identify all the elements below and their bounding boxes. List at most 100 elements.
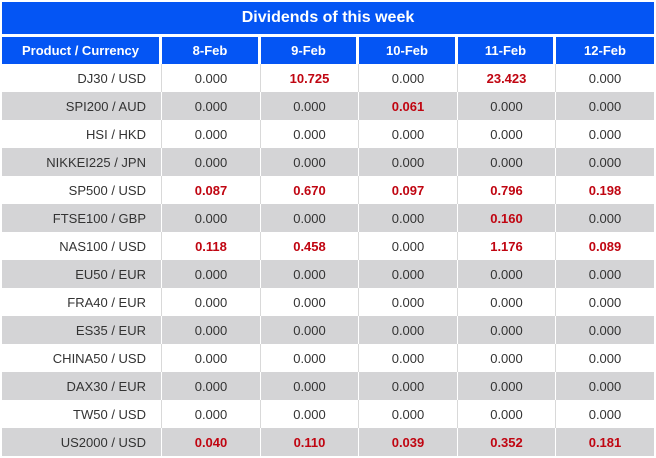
dividend-value: 0.458	[261, 232, 359, 260]
table-row: CHINA50 / USD 0.000 0.000 0.000 0.000 0.000	[2, 344, 654, 372]
table-body: DJ30 / USD 0.000 10.725 0.000 23.423 0.000 SPI…	[2, 64, 654, 456]
column-header-date: 9-Feb	[261, 37, 359, 64]
dividend-value: 0.670	[261, 176, 359, 204]
dividend-value: 0.110	[261, 428, 359, 456]
dividend-value: 0.000	[162, 344, 261, 372]
dividend-value: 0.000	[162, 288, 261, 316]
dividend-value: 0.000	[556, 344, 654, 372]
dividend-value: 0.000	[556, 92, 654, 120]
dividend-value: 0.000	[162, 372, 261, 400]
dividend-value: 0.000	[261, 148, 359, 176]
dividend-value: 0.000	[359, 260, 458, 288]
dividend-value: 0.000	[556, 64, 654, 92]
dividend-value: 0.198	[556, 176, 654, 204]
dividend-value: 0.000	[261, 316, 359, 344]
dividend-value: 0.000	[162, 92, 261, 120]
dividend-value: 0.000	[458, 288, 556, 316]
header-row: Product / Currency 8-Feb 9-Feb 10-Feb 11-Feb…	[2, 37, 654, 64]
dividend-value: 0.097	[359, 176, 458, 204]
product-label: US2000 / USD	[2, 428, 162, 456]
title-bar: Dividends of this week	[2, 2, 654, 34]
panel-title: Dividends of this week	[241, 9, 415, 26]
product-label: EU50 / EUR	[2, 260, 162, 288]
dividend-value: 0.000	[556, 372, 654, 400]
dividend-value: 0.000	[458, 148, 556, 176]
dividend-value: 0.000	[261, 204, 359, 232]
column-header-date: 12-Feb	[556, 37, 654, 64]
table-row: DAX30 / EUR 0.000 0.000 0.000 0.000 0.000	[2, 372, 654, 400]
dividend-value: 0.000	[556, 204, 654, 232]
dividend-value: 0.000	[556, 260, 654, 288]
table-row: US2000 / USD 0.040 0.110 0.039 0.352 0.181	[2, 428, 654, 456]
dividend-value: 0.000	[556, 120, 654, 148]
table-row: DJ30 / USD 0.000 10.725 0.000 23.423 0.000	[2, 64, 654, 92]
dividend-value: 0.039	[359, 428, 458, 456]
dividend-value: 0.000	[261, 372, 359, 400]
dividend-value: 0.000	[359, 148, 458, 176]
dividend-value: 0.000	[458, 120, 556, 148]
dividend-value: 0.000	[556, 400, 654, 428]
product-label: FRA40 / EUR	[2, 288, 162, 316]
dividend-value: 10.725	[261, 64, 359, 92]
dividend-value: 0.160	[458, 204, 556, 232]
dividend-value: 0.000	[359, 204, 458, 232]
product-label: CHINA50 / USD	[2, 344, 162, 372]
dividend-value: 0.000	[359, 316, 458, 344]
dividend-value: 0.000	[261, 120, 359, 148]
column-header-date: 11-Feb	[458, 37, 556, 64]
dividend-value: 0.000	[261, 400, 359, 428]
dividend-value: 0.000	[458, 92, 556, 120]
dividend-value: 1.176	[458, 232, 556, 260]
table-row: EU50 / EUR 0.000 0.000 0.000 0.000 0.000	[2, 260, 654, 288]
product-label: SP500 / USD	[2, 176, 162, 204]
dividend-value: 0.000	[458, 260, 556, 288]
dividend-value: 0.000	[359, 344, 458, 372]
dividend-value: 0.000	[261, 92, 359, 120]
dividend-value: 0.000	[556, 288, 654, 316]
dividend-value: 0.000	[162, 148, 261, 176]
dividend-value: 0.000	[162, 120, 261, 148]
product-label: FTSE100 / GBP	[2, 204, 162, 232]
dividend-value: 0.000	[556, 316, 654, 344]
dividend-value: 0.000	[162, 400, 261, 428]
dividend-value: 0.000	[359, 232, 458, 260]
dividend-value: 0.000	[458, 400, 556, 428]
product-label: SPI200 / AUD	[2, 92, 162, 120]
dividend-value: 0.796	[458, 176, 556, 204]
dividend-value: 0.352	[458, 428, 556, 456]
product-label: ES35 / EUR	[2, 316, 162, 344]
product-label: DJ30 / USD	[2, 64, 162, 92]
column-header-date: 10-Feb	[359, 37, 458, 64]
table-row: NIKKEI225 / JPN 0.000 0.000 0.000 0.000 0.000	[2, 148, 654, 176]
dividend-value: 0.000	[261, 260, 359, 288]
dividend-value: 23.423	[458, 64, 556, 92]
dividend-value: 0.040	[162, 428, 261, 456]
dividend-value: 0.000	[458, 372, 556, 400]
dividend-value: 0.118	[162, 232, 261, 260]
dividend-value: 0.000	[359, 372, 458, 400]
dividend-value: 0.000	[458, 344, 556, 372]
product-label: NAS100 / USD	[2, 232, 162, 260]
dividend-value: 0.000	[162, 204, 261, 232]
dividend-value: 0.000	[261, 344, 359, 372]
table-row: TW50 / USD 0.000 0.000 0.000 0.000 0.000	[2, 400, 654, 428]
product-label: HSI / HKD	[2, 120, 162, 148]
dividend-value: 0.000	[162, 316, 261, 344]
product-label: NIKKEI225 / JPN	[2, 148, 162, 176]
dividends-table: Product / Currency 8-Feb 9-Feb 10-Feb 11-Feb…	[2, 37, 654, 456]
dividend-value: 0.000	[162, 64, 261, 92]
dividend-value: 0.000	[458, 316, 556, 344]
dividend-value: 0.000	[162, 260, 261, 288]
dividend-value: 0.181	[556, 428, 654, 456]
table-row: FRA40 / EUR 0.000 0.000 0.000 0.000 0.000	[2, 288, 654, 316]
dividend-value: 0.000	[359, 288, 458, 316]
dividend-value: 0.089	[556, 232, 654, 260]
column-header-date: 8-Feb	[162, 37, 261, 64]
product-label: DAX30 / EUR	[2, 372, 162, 400]
table-row: HSI / HKD 0.000 0.000 0.000 0.000 0.000	[2, 120, 654, 148]
column-header-product: Product / Currency	[2, 37, 162, 64]
dividend-value: 0.000	[359, 120, 458, 148]
dividend-value: 0.000	[359, 400, 458, 428]
table-row: NAS100 / USD 0.118 0.458 0.000 1.176 0.089	[2, 232, 654, 260]
